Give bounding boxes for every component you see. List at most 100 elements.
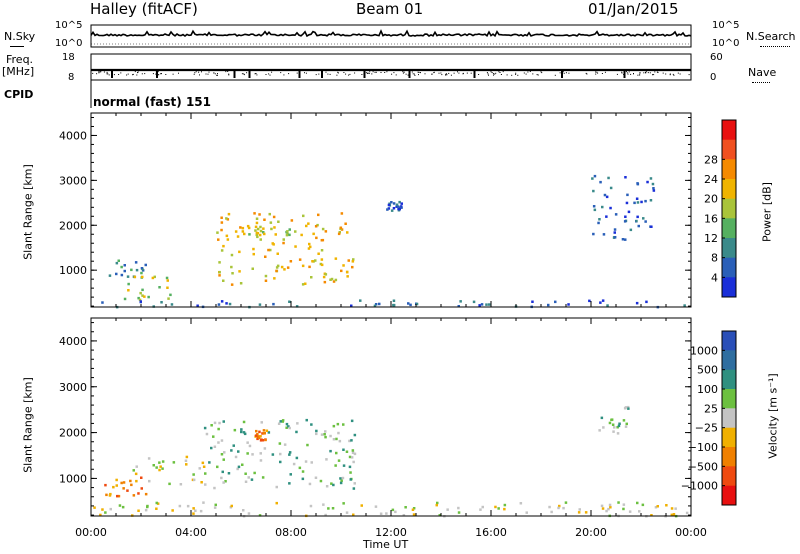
- data-cell: [264, 255, 267, 258]
- nave-dot: [669, 74, 671, 76]
- data-cell: [607, 176, 610, 180]
- data-cell: [638, 510, 641, 513]
- nave-dot: [165, 74, 167, 75]
- data-cell: [391, 508, 395, 512]
- data-cell: [151, 276, 155, 280]
- data-cell: [204, 472, 207, 475]
- data-cell: [352, 487, 356, 490]
- data-cell: [641, 503, 645, 507]
- data-cell: [337, 431, 340, 435]
- data-cell: [547, 303, 550, 307]
- data-cell: [230, 504, 233, 508]
- data-cell: [123, 264, 126, 267]
- nave-dot: [384, 72, 386, 73]
- data-cell: [599, 180, 602, 184]
- data-cell: [230, 265, 233, 269]
- nave-dot: [441, 74, 443, 76]
- data-cell: [241, 463, 244, 466]
- data-cell: [227, 472, 231, 475]
- data-cell: [349, 471, 352, 474]
- data-cell: [635, 301, 639, 305]
- data-cell: [275, 501, 278, 505]
- data-cell: [241, 230, 245, 233]
- nave-dot: [424, 73, 426, 75]
- data-cell: [329, 449, 332, 453]
- data-cell: [160, 301, 163, 304]
- nave-dot: [633, 73, 634, 75]
- nave-dot: [107, 73, 109, 75]
- data-cell: [213, 506, 217, 509]
- data-cell: [337, 459, 341, 462]
- data-cell: [213, 486, 216, 490]
- data-cell: [258, 430, 261, 434]
- nave-dot: [515, 72, 517, 74]
- freq-gap-mark: [248, 70, 251, 78]
- data-cell: [302, 214, 305, 218]
- data-cell: [217, 303, 221, 306]
- nave-dot: [113, 74, 115, 76]
- data-cell: [285, 422, 289, 426]
- data-cell: [617, 501, 620, 504]
- freq-tick-top: 18: [62, 52, 75, 63]
- nave-dot: [98, 72, 100, 74]
- data-cell: [301, 470, 305, 473]
- data-cell: [242, 509, 245, 512]
- colorbar-tick-label: 16: [704, 212, 718, 225]
- data-cell: [348, 465, 352, 469]
- data-cell: [342, 502, 345, 505]
- nave-dot: [217, 73, 218, 75]
- data-cell: [140, 476, 143, 479]
- nave-dot: [616, 73, 618, 75]
- y-tick-label: 2000: [59, 427, 87, 440]
- nave-dot: [413, 73, 415, 75]
- nave-dot: [652, 74, 653, 76]
- data-cell: [478, 304, 481, 307]
- data-cell: [267, 248, 270, 252]
- nave-dot: [621, 71, 623, 73]
- nave-dot: [511, 74, 513, 76]
- data-cell: [334, 257, 338, 260]
- data-cell: [238, 250, 241, 254]
- data-cell: [287, 425, 290, 428]
- data-cell: [497, 507, 500, 510]
- data-cell: [234, 230, 238, 233]
- data-cell: [220, 439, 224, 442]
- data-cell: [332, 424, 336, 428]
- nsearch-dots: [760, 46, 790, 47]
- data-cell: [340, 228, 344, 231]
- nave-dot: [649, 72, 651, 74]
- nave-dot: [493, 74, 494, 76]
- data-cell: [277, 422, 281, 425]
- data-cell: [192, 473, 195, 476]
- data-cell: [379, 512, 383, 515]
- data-cell: [283, 268, 286, 271]
- data-cell: [307, 247, 311, 250]
- freq-gap-mark: [363, 70, 366, 78]
- nave-dot: [662, 72, 664, 74]
- data-cell: [265, 429, 269, 432]
- data-cell: [395, 205, 398, 208]
- data-cell: [415, 302, 419, 306]
- data-cell: [155, 507, 158, 510]
- colorbar-tick-label: 8: [711, 252, 718, 265]
- data-cell: [99, 513, 102, 517]
- data-cell: [598, 429, 601, 432]
- data-cell: [268, 212, 271, 216]
- data-cell: [339, 481, 343, 485]
- data-cell: [310, 276, 313, 279]
- data-cell: [129, 479, 132, 483]
- nave-dot: [256, 74, 258, 76]
- data-cell: [186, 504, 190, 508]
- data-cell: [324, 430, 327, 433]
- data-cell: [233, 428, 237, 432]
- data-cell: [651, 182, 655, 186]
- data-cell: [271, 453, 275, 456]
- power-colorbar-bin: [722, 238, 736, 259]
- data-cell: [205, 432, 209, 436]
- nave-dot: [193, 73, 195, 75]
- nave-dot: [559, 72, 561, 74]
- nave-dot: [318, 73, 320, 75]
- nave-dot: [361, 74, 363, 75]
- nave-dot: [225, 71, 227, 73]
- data-cell: [385, 512, 388, 515]
